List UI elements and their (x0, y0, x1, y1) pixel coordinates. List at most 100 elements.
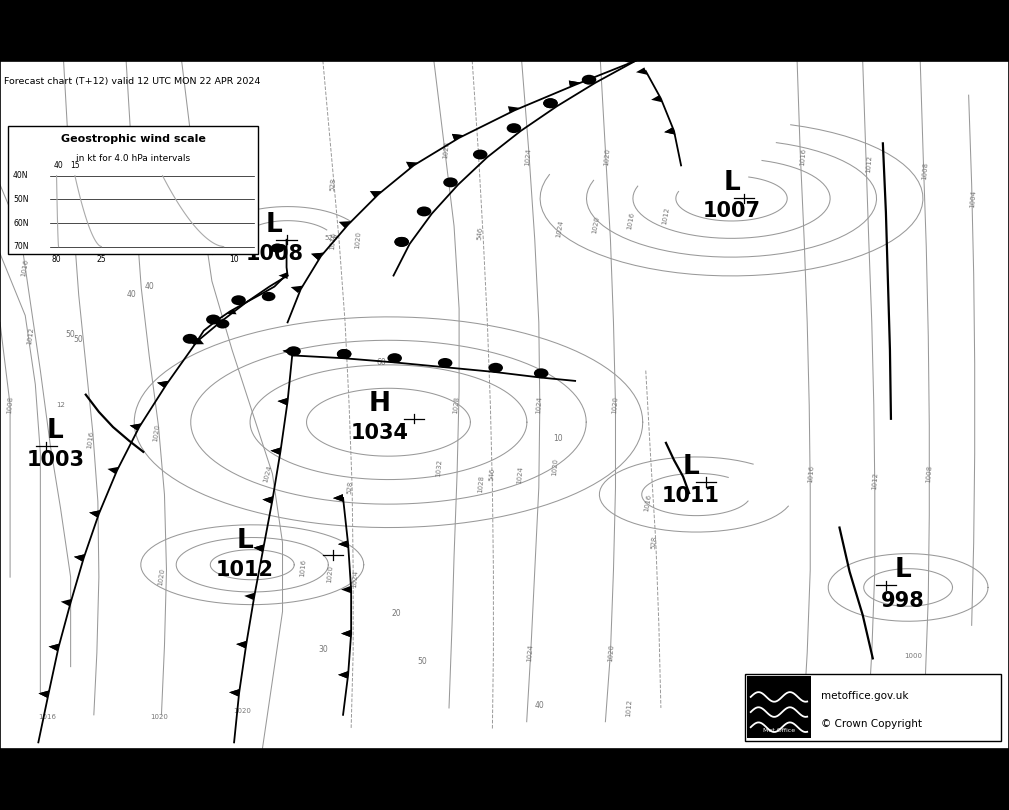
Text: 25: 25 (97, 255, 106, 264)
Text: 40: 40 (53, 161, 64, 170)
Circle shape (582, 75, 596, 85)
Text: 1020: 1020 (611, 396, 620, 414)
Text: 1020: 1020 (132, 155, 140, 173)
Circle shape (270, 244, 285, 253)
Polygon shape (229, 689, 240, 697)
Circle shape (206, 314, 221, 325)
Text: 1032: 1032 (435, 459, 443, 478)
Text: 1004: 1004 (969, 190, 977, 207)
Polygon shape (61, 599, 72, 607)
Text: 1024: 1024 (516, 466, 524, 484)
Text: 1012: 1012 (26, 327, 34, 345)
Text: 1020: 1020 (591, 215, 599, 234)
Text: 1020: 1020 (150, 714, 169, 720)
Text: 528: 528 (329, 178, 337, 191)
Text: 80: 80 (51, 255, 62, 264)
Circle shape (488, 363, 502, 373)
Text: 528: 528 (650, 536, 658, 549)
Bar (745, 674, 1001, 741)
Polygon shape (333, 494, 343, 501)
Text: 1008: 1008 (6, 396, 14, 414)
Text: 1012: 1012 (625, 699, 633, 717)
Circle shape (507, 123, 522, 133)
Polygon shape (339, 221, 351, 228)
Text: 60N: 60N (13, 219, 28, 228)
Polygon shape (338, 671, 348, 679)
Text: 1024: 1024 (524, 148, 532, 166)
Polygon shape (74, 554, 85, 561)
Polygon shape (74, 554, 85, 561)
Circle shape (337, 349, 351, 359)
Text: 528: 528 (324, 236, 338, 241)
Polygon shape (452, 134, 464, 140)
Text: 1008: 1008 (925, 465, 933, 483)
Polygon shape (338, 671, 348, 679)
Text: 528: 528 (346, 481, 354, 494)
Polygon shape (341, 586, 351, 593)
Text: 1020: 1020 (152, 424, 160, 441)
Text: 10: 10 (553, 433, 563, 442)
Polygon shape (89, 510, 100, 518)
Circle shape (534, 369, 549, 378)
Polygon shape (311, 253, 324, 260)
Text: 1016: 1016 (799, 148, 807, 166)
Circle shape (543, 98, 558, 109)
Text: 998: 998 (881, 591, 925, 612)
Text: 1016: 1016 (21, 258, 29, 277)
Polygon shape (227, 309, 236, 314)
Text: 1016: 1016 (644, 493, 652, 512)
Text: metoffice.gov.uk: metoffice.gov.uk (821, 692, 909, 701)
Text: 1016: 1016 (69, 162, 77, 180)
Polygon shape (630, 57, 641, 63)
Polygon shape (341, 630, 351, 637)
Text: 20: 20 (391, 609, 402, 618)
Polygon shape (270, 447, 282, 455)
Polygon shape (262, 497, 273, 504)
Polygon shape (270, 447, 282, 455)
Text: 30: 30 (318, 645, 328, 654)
Polygon shape (341, 630, 351, 637)
Text: 1016: 1016 (807, 465, 815, 483)
Text: L: L (683, 454, 699, 480)
Polygon shape (569, 81, 580, 87)
Circle shape (473, 150, 487, 160)
Polygon shape (283, 347, 294, 355)
Text: 1020: 1020 (603, 148, 611, 166)
Text: 1020: 1020 (607, 644, 615, 662)
Polygon shape (569, 81, 580, 87)
Polygon shape (244, 593, 255, 600)
Text: L: L (895, 557, 911, 583)
Text: 1020: 1020 (354, 231, 362, 249)
Polygon shape (194, 339, 204, 344)
Polygon shape (253, 544, 264, 552)
Polygon shape (452, 134, 464, 140)
Polygon shape (188, 338, 199, 345)
Text: 50: 50 (74, 335, 84, 344)
Text: L: L (723, 170, 740, 196)
Text: L: L (237, 528, 253, 554)
Text: 40: 40 (144, 282, 154, 291)
Circle shape (438, 358, 452, 368)
Text: 1007: 1007 (702, 201, 761, 221)
Text: 1024: 1024 (526, 644, 534, 662)
Polygon shape (278, 272, 288, 279)
Text: 1024: 1024 (193, 134, 201, 152)
Circle shape (543, 98, 558, 109)
Polygon shape (130, 424, 141, 431)
Polygon shape (664, 127, 675, 134)
Polygon shape (338, 540, 348, 548)
Text: Forecast chart (T+12) valid 12 UTC MON 22 APR 2024: Forecast chart (T+12) valid 12 UTC MON 2… (4, 77, 260, 87)
Text: L: L (266, 211, 283, 237)
Text: Geostrophic wind scale: Geostrophic wind scale (61, 134, 206, 144)
Circle shape (337, 349, 351, 359)
Text: 546: 546 (476, 226, 484, 240)
Text: 1012: 1012 (865, 155, 873, 173)
Polygon shape (108, 467, 119, 474)
Text: 1008: 1008 (245, 244, 304, 263)
Text: 1024: 1024 (535, 396, 543, 414)
Text: 1016: 1016 (329, 232, 337, 250)
Text: 15: 15 (70, 161, 80, 170)
Text: 1011: 1011 (662, 486, 720, 506)
Circle shape (443, 177, 458, 187)
Circle shape (623, 53, 637, 62)
